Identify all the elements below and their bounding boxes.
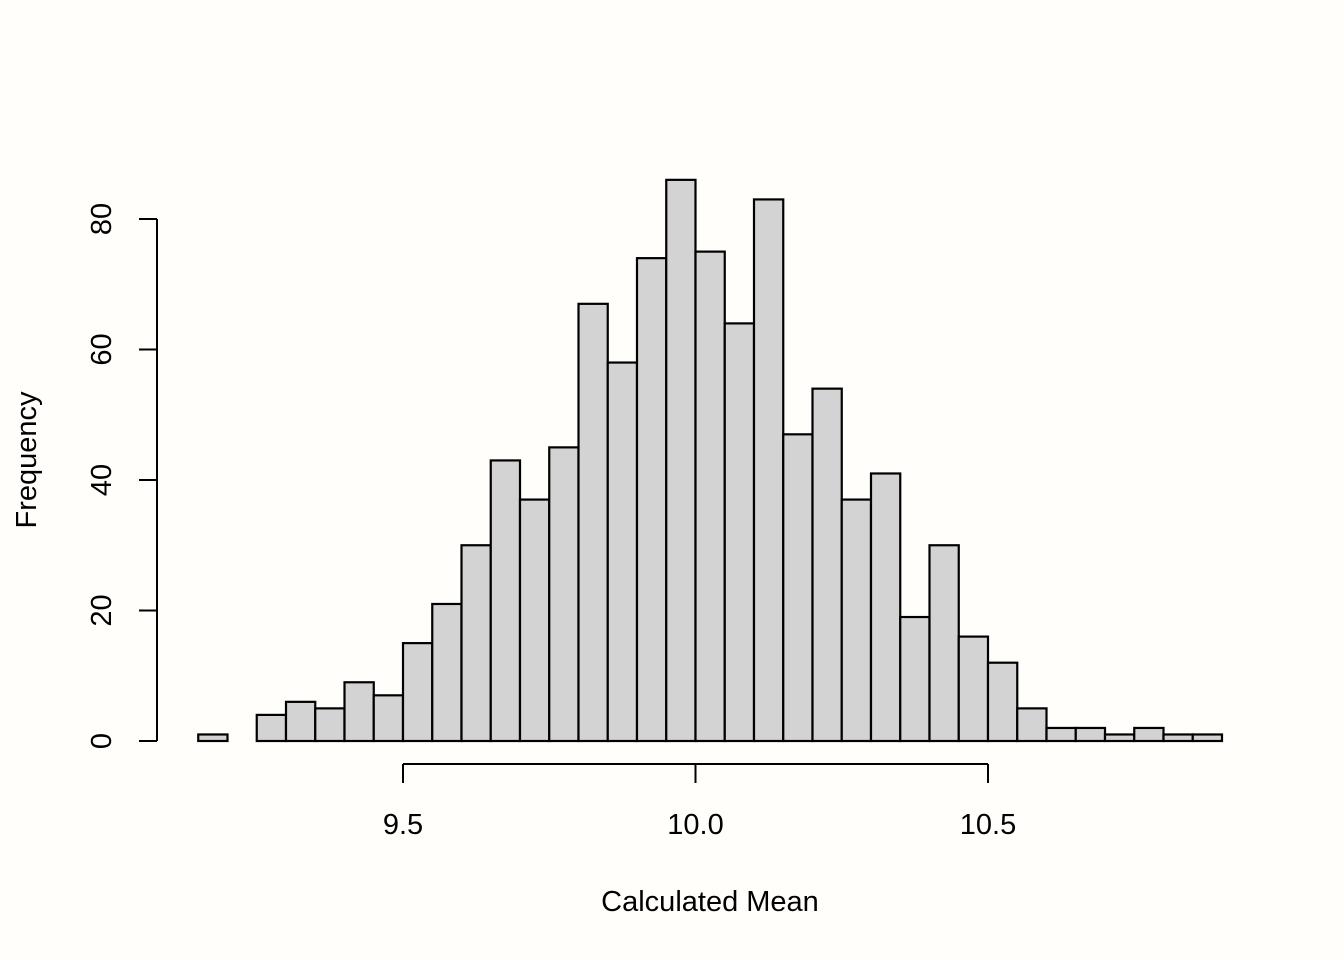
histogram-bar (752, 198, 785, 743)
y-tick-label: 60 (86, 333, 118, 365)
bars-group (197, 178, 1224, 743)
x-axis-label: Calculated Mean (601, 886, 819, 918)
histogram-bar (577, 302, 609, 743)
histogram-bar (1074, 726, 1107, 743)
histogram-bar (343, 681, 375, 743)
histogram-bar (782, 433, 814, 743)
histogram-bar (694, 250, 726, 743)
histogram-bar (1162, 733, 1194, 743)
x-axis: 9.5 10.0 10.5 (383, 763, 1016, 841)
x-tick-label: 10.0 (667, 809, 723, 841)
histogram-bar (1133, 726, 1165, 743)
histogram-bar (548, 446, 580, 743)
histogram-bar (1191, 733, 1224, 743)
histogram-bar (665, 178, 697, 743)
histogram-bar (489, 459, 522, 743)
histogram-bar (840, 498, 873, 743)
histogram-bar (928, 544, 960, 743)
histogram-bar (957, 635, 990, 743)
histogram-bar (431, 602, 463, 743)
histogram-bar (518, 498, 551, 743)
histogram-bar (284, 700, 317, 743)
histogram-bar (635, 257, 668, 743)
histogram-bar (255, 713, 288, 743)
histogram-bar (986, 661, 1019, 743)
histogram-bar (1045, 726, 1077, 743)
histogram-bar (460, 544, 492, 743)
histogram-bar (314, 707, 346, 743)
histogram-bar (723, 322, 756, 743)
histogram-bar (899, 615, 931, 743)
x-tick-label: 10.5 (960, 809, 1016, 841)
histogram-bar (372, 694, 405, 743)
histogram-bar (401, 642, 434, 743)
x-tick-label: 9.5 (383, 809, 423, 841)
histogram-bar (811, 387, 843, 743)
y-tick-label: 20 (86, 594, 118, 626)
histogram-bar (869, 472, 902, 743)
histogram-bar (197, 733, 229, 743)
y-axis: 0 20 40 60 80 (86, 203, 158, 749)
y-tick-label: 40 (86, 464, 118, 496)
y-tick-label: 0 (86, 733, 118, 749)
histogram-bar (1016, 707, 1048, 743)
histogram-bar (1103, 733, 1136, 743)
y-axis-label: Frequency (11, 391, 43, 529)
y-tick-label: 80 (86, 203, 118, 235)
histogram-bar (606, 361, 639, 743)
